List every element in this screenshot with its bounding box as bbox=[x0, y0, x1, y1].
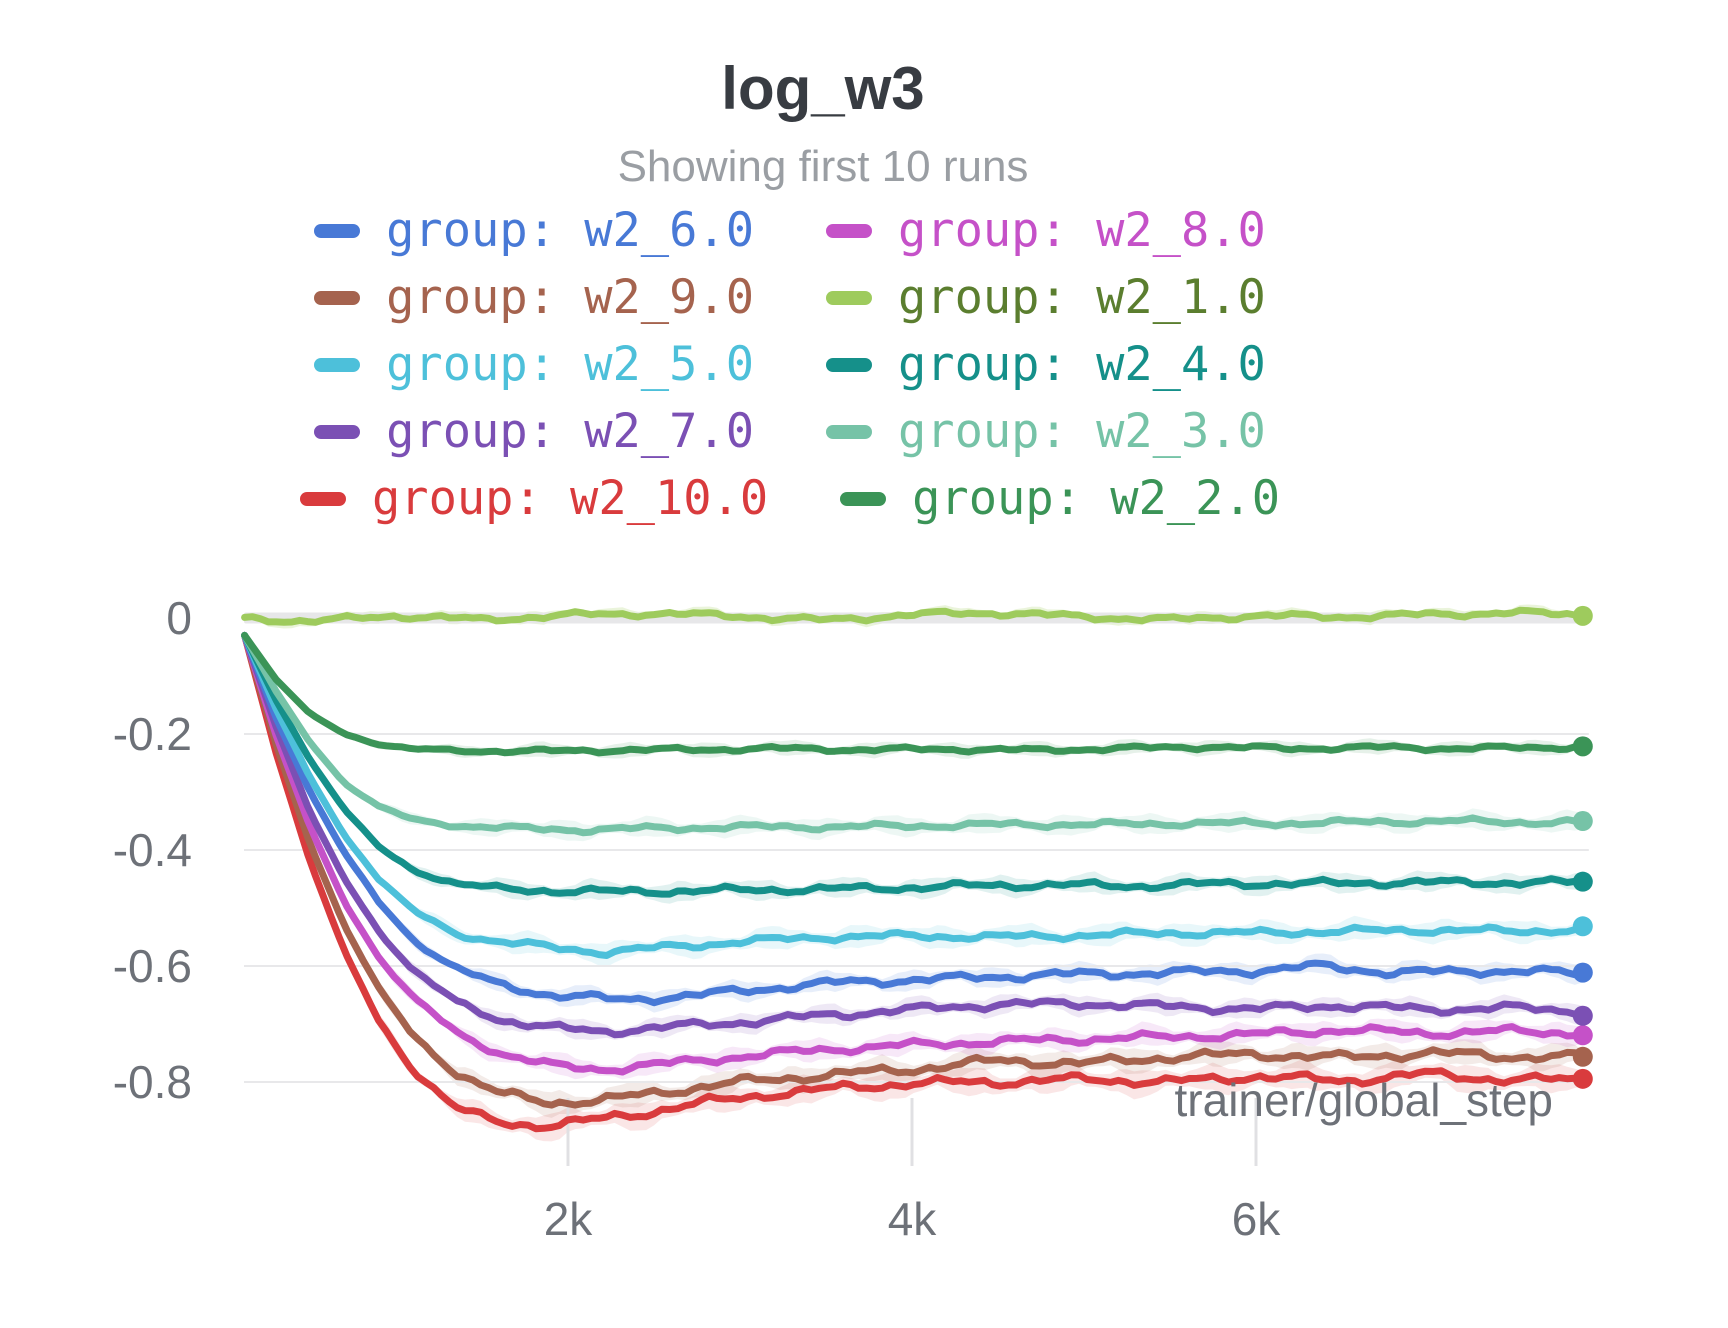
series-line-w2_2.0 bbox=[241, 631, 1587, 757]
legend: group: w2_6.0 group: w2_8.0 group: w2_9.0 g… bbox=[0, 197, 1580, 532]
series-end-dot-w2_9.0 bbox=[1572, 1046, 1593, 1067]
legend-swatch-icon bbox=[299, 491, 346, 506]
legend-row: group: w2_6.0 group: w2_8.0 bbox=[0, 197, 1580, 264]
y-tick--0.8: -0.8 bbox=[112, 1056, 192, 1108]
legend-row: group: w2_10.0 group: w2_2.0 bbox=[0, 465, 1580, 532]
series-line-w2_8.0 bbox=[241, 631, 1587, 1076]
series-line-w2_6.0 bbox=[241, 631, 1587, 1007]
legend-swatch-icon bbox=[314, 424, 361, 439]
legend-label: group: w2_5.0 bbox=[386, 337, 754, 392]
legend-item-w2_3.0[interactable]: group: w2_3.0 bbox=[826, 408, 1266, 455]
legend-swatch-icon bbox=[826, 223, 872, 238]
series-end-dot-w2_8.0 bbox=[1572, 1025, 1593, 1046]
legend-item-w2_6.0[interactable]: group: w2_6.0 bbox=[314, 207, 754, 254]
legend-item-w2_1.0[interactable]: group: w2_1.0 bbox=[826, 274, 1266, 321]
series-end-dot-w2_1.0 bbox=[1572, 605, 1593, 626]
series-end-dot-w2_6.0 bbox=[1572, 962, 1593, 983]
y-tick--0.6: -0.6 bbox=[112, 940, 192, 992]
y-tick--0.4: -0.4 bbox=[112, 824, 192, 876]
legend-label: group: w2_9.0 bbox=[386, 270, 754, 325]
legend-item-w2_8.0[interactable]: group: w2_8.0 bbox=[826, 207, 1266, 254]
series-end-dot-w2_7.0 bbox=[1572, 1005, 1593, 1026]
series-line-w2_4.0 bbox=[241, 631, 1587, 898]
legend-swatch-icon bbox=[314, 290, 361, 305]
legend-label: group: w2_7.0 bbox=[386, 404, 754, 459]
series-envelope-w2_4.0 bbox=[244, 632, 1583, 904]
legend-label: group: w2_3.0 bbox=[898, 404, 1266, 459]
legend-label: group: w2_10.0 bbox=[371, 471, 769, 526]
series-end-dot-w2_5.0 bbox=[1572, 916, 1593, 937]
legend-item-w2_2.0[interactable]: group: w2_2.0 bbox=[840, 475, 1280, 522]
legend-label: group: w2_4.0 bbox=[898, 337, 1266, 392]
series-line-w2_1.0 bbox=[241, 606, 1587, 626]
series-end-dot-w2_3.0 bbox=[1572, 811, 1593, 832]
series-end-dot-w2_10.0 bbox=[1572, 1068, 1593, 1089]
legend-item-w2_7.0[interactable]: group: w2_7.0 bbox=[314, 408, 754, 455]
series-line-w2_10.0 bbox=[241, 631, 1587, 1133]
legend-item-w2_10.0[interactable]: group: w2_10.0 bbox=[299, 471, 769, 526]
x-tick-2k: 2k bbox=[543, 1193, 593, 1245]
legend-swatch-icon bbox=[826, 290, 872, 305]
legend-item-w2_4.0[interactable]: group: w2_4.0 bbox=[826, 341, 1266, 388]
legend-label: group: w2_2.0 bbox=[912, 471, 1280, 526]
series-line-w2_3.0 bbox=[241, 631, 1587, 837]
series-line-w2_5.0 bbox=[241, 631, 1587, 959]
legend-item-w2_5.0[interactable]: group: w2_5.0 bbox=[314, 341, 754, 388]
legend-swatch-icon bbox=[826, 357, 872, 372]
y-tick-0: 0 bbox=[166, 592, 192, 644]
chart-title: log_w3 bbox=[721, 55, 925, 122]
chart-subtitle: Showing first 10 runs bbox=[617, 142, 1029, 191]
x-tick-6k: 6k bbox=[1231, 1193, 1281, 1245]
series-envelope-w2_3.0 bbox=[244, 632, 1583, 842]
y-tick--0.2: -0.2 bbox=[112, 708, 192, 760]
series-end-dot-w2_2.0 bbox=[1572, 736, 1593, 757]
series-line-w2_9.0 bbox=[241, 631, 1587, 1109]
legend-row: group: w2_7.0 group: w2_3.0 bbox=[0, 398, 1580, 465]
series-envelope-w2_5.0 bbox=[244, 633, 1583, 967]
series-end-dot-w2_4.0 bbox=[1572, 871, 1593, 892]
legend-row: group: w2_9.0 group: w2_1.0 bbox=[0, 264, 1580, 331]
legend-row: group: w2_5.0 group: w2_4.0 bbox=[0, 331, 1580, 398]
legend-label: group: w2_8.0 bbox=[898, 203, 1266, 258]
series-envelope-w2_2.0 bbox=[244, 634, 1583, 759]
series-line-w2_7.0 bbox=[241, 631, 1587, 1039]
legend-swatch-icon bbox=[314, 357, 361, 372]
legend-swatch-icon bbox=[826, 424, 872, 439]
legend-item-w2_9.0[interactable]: group: w2_9.0 bbox=[314, 274, 754, 321]
legend-swatch-icon bbox=[840, 491, 887, 506]
legend-label: group: w2_6.0 bbox=[386, 203, 754, 258]
x-tick-4k: 4k bbox=[887, 1193, 937, 1245]
legend-swatch-icon bbox=[314, 223, 361, 238]
legend-label: group: w2_1.0 bbox=[898, 270, 1266, 325]
x-axis-label: trainer/global_step bbox=[1174, 1074, 1553, 1126]
